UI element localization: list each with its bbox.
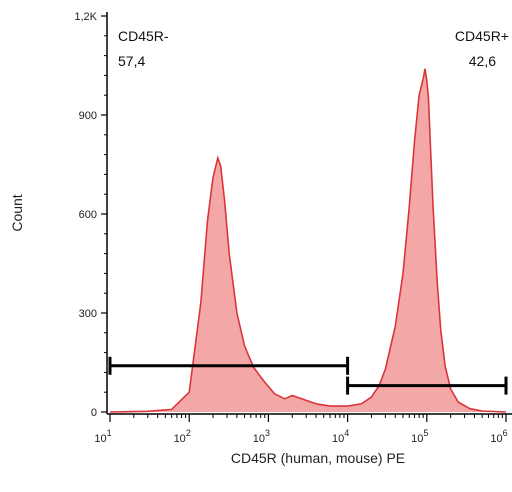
y-tick-label: 0 [91, 407, 97, 419]
gate-name: CD45R- [118, 28, 169, 44]
y-axis-title: Count [9, 194, 25, 231]
x-tick-label: 103 [253, 428, 270, 445]
y-tick-label: 900 [79, 110, 97, 122]
y-tick-label: 300 [79, 308, 97, 320]
x-tick-label: 104 [332, 428, 349, 445]
y-axis-ticks: 0 300 600 900 1,2K [74, 11, 107, 419]
plot-area [109, 68, 507, 413]
x-tick-label: 106 [490, 428, 507, 445]
x-axis-title: CD45R (human, mouse) PE [231, 450, 405, 466]
gates: CD45R- 57,4 CD45R+ 42,6 [108, 28, 509, 395]
x-tick-label: 105 [411, 428, 428, 445]
x-axis-ticks: 101 102 103 104 105 106 [94, 414, 508, 445]
histogram-outline [109, 68, 507, 413]
gate-percentage: 42,6 [469, 53, 496, 69]
y-tick-label: 1,2K [74, 11, 97, 23]
histogram-area [110, 68, 506, 413]
gate-name: CD45R+ [455, 28, 509, 44]
x-tick-label: 102 [174, 428, 191, 445]
x-tick-label: 101 [94, 428, 111, 445]
gate-percentage: 57,4 [118, 53, 145, 69]
axes [106, 12, 512, 415]
y-tick-label: 600 [79, 209, 97, 221]
